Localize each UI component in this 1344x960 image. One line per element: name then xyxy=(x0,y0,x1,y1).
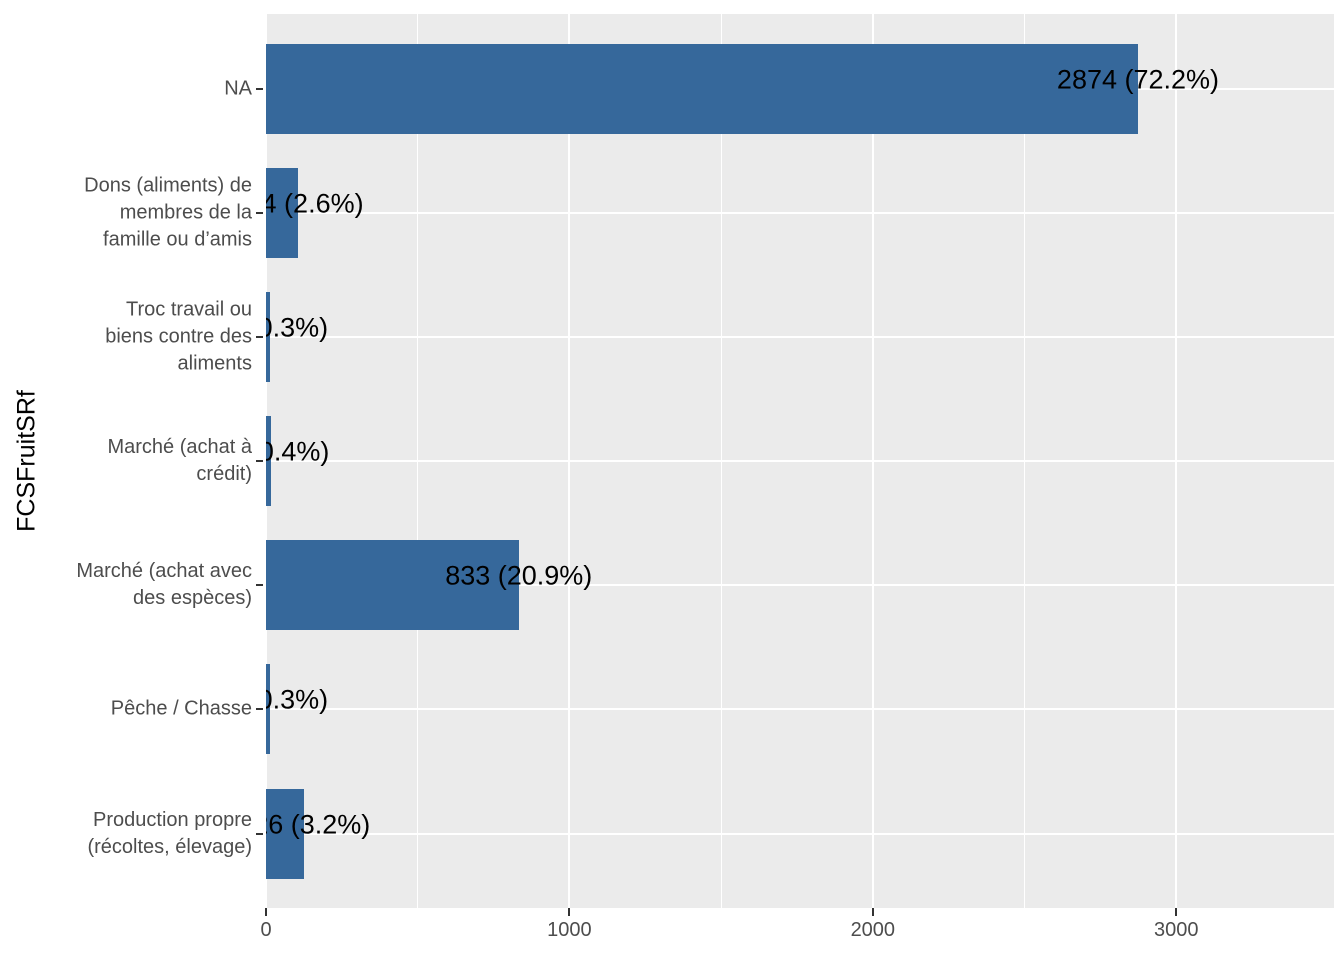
x-axis-tick-label: 2000 xyxy=(850,919,896,941)
bar xyxy=(266,416,271,506)
category-label-line: famille ou d’amis xyxy=(103,228,252,251)
gridline-major-horizontal xyxy=(266,584,1334,587)
category-label-line: (récoltes, élevage) xyxy=(87,835,252,858)
y-axis-tick-mark xyxy=(256,460,263,462)
category-label-line: biens contre des xyxy=(105,325,252,348)
category-label-line: NA xyxy=(224,77,252,99)
x-axis-tick-label: 0 xyxy=(260,919,272,941)
y-axis-tick-mark xyxy=(256,335,263,338)
y-axis-tick-mark xyxy=(256,87,263,90)
category-tick-label: Dons (aliments) de membres de la famille o… xyxy=(84,172,252,253)
bar-value-label: 126 (3.2%) xyxy=(266,809,371,839)
category-tick-label: Pêche / Chasse xyxy=(111,696,252,723)
gridline-major-horizontal xyxy=(266,211,1334,214)
bar-value-label: 12 (0.3%) xyxy=(266,684,329,715)
bar xyxy=(266,788,305,879)
category-label-line: Marché (achat avec xyxy=(76,560,252,583)
y-axis-tick-mark xyxy=(256,211,263,214)
category-label-line: des espèces) xyxy=(133,587,252,610)
bar-value-label: 16 (0.4%) xyxy=(266,436,330,467)
gridline-major-horizontal xyxy=(266,708,1334,711)
category-label-line: aliments xyxy=(177,352,252,375)
x-axis-tick-mark xyxy=(1175,908,1178,916)
category-label-line: Dons (aliments) de xyxy=(84,174,252,197)
bar xyxy=(266,167,298,258)
bar xyxy=(266,540,519,631)
bar-value-label: 104 (2.6%) xyxy=(266,188,364,219)
y-axis-tick-mark xyxy=(256,832,263,835)
bar xyxy=(266,664,270,755)
x-axis-tick-mark xyxy=(568,908,571,916)
x-axis-tick-mark xyxy=(265,908,267,916)
category-label-line: crédit) xyxy=(196,463,252,485)
y-axis-title: FCSFruitSRf xyxy=(12,390,41,532)
y-axis-tick-mark xyxy=(256,584,263,587)
category-tick-label: Marché (achat avec des espèces) xyxy=(76,558,252,612)
gridline-major-horizontal xyxy=(266,335,1334,338)
category-tick-label: NA xyxy=(224,75,252,102)
bar xyxy=(266,291,270,382)
category-tick-label: Production propre (récoltes, élevage) xyxy=(87,807,252,861)
bar-value-label: 2874 (72.2%) xyxy=(1056,64,1220,94)
category-tick-label: Troc travail ou biens contre des aliments xyxy=(105,296,252,377)
category-label-line: Pêche / Chasse xyxy=(110,697,252,720)
x-axis-tick-mark xyxy=(871,908,874,916)
gridline-major-horizontal xyxy=(266,460,1334,462)
y-axis-tick-mark xyxy=(256,708,263,711)
category-label-line: Production propre xyxy=(93,808,252,831)
bar-value-label: 833 (20.9%) xyxy=(445,560,593,591)
bar xyxy=(266,43,1138,134)
x-axis-tick-label: 3000 xyxy=(1153,919,1199,941)
category-label-line: Troc travail ou xyxy=(126,298,252,321)
plot-panel: 2874 (72.2%) 104 (2.6%) 12 (0.3%) 16 (0.4%)… xyxy=(266,14,1334,908)
gridline-major-horizontal xyxy=(266,832,1334,835)
x-axis-tick-label: 1000 xyxy=(547,919,592,941)
bar-value-label: 12 (0.3%) xyxy=(266,312,329,343)
category-label-line: membres de la xyxy=(119,201,252,224)
category-label-line: Marché (achat à xyxy=(107,436,252,458)
category-tick-label: Marché (achat à crédit) xyxy=(107,434,252,488)
